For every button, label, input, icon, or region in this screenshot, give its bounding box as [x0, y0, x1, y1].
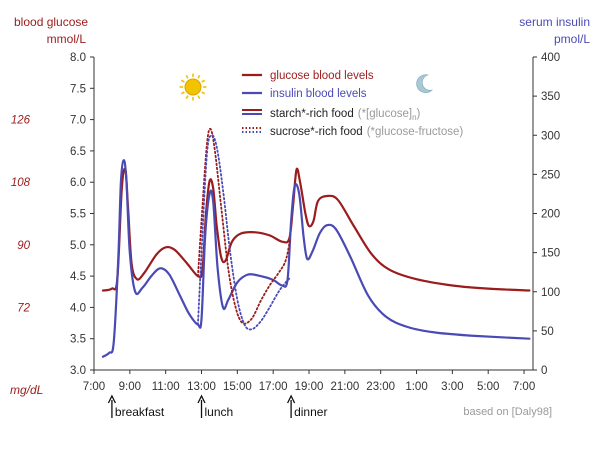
insulin-series-line [101, 159, 531, 358]
left-axis-tick-label: 7.5 [70, 83, 86, 95]
legend-label-glucose: glucose blood levels [270, 70, 374, 82]
right-axis-tick-label: 150 [541, 248, 560, 260]
right-axis-tick-label: 250 [541, 169, 560, 181]
right-axis-tick-label: 50 [541, 326, 554, 338]
legend: glucose blood levels insulin blood level… [242, 70, 463, 138]
left-axis-tick-label: 4.5 [70, 271, 86, 283]
meal-label: lunch [205, 405, 234, 419]
left-axis-tick-label: 5.5 [70, 209, 86, 221]
meal-arrow-head [287, 394, 296, 404]
sun-ray [185, 95, 189, 100]
source-note: based on [Daly98] [463, 406, 552, 418]
right-axis-tick-label: 350 [541, 91, 560, 103]
x-axis-tick-label: 1:00 [405, 381, 427, 393]
left-axis-title-line2: mmol/L [47, 32, 87, 46]
insulin-sucrose-series-line [197, 134, 292, 331]
x-axis-tick-label: 15:00 [223, 381, 252, 393]
x-axis-tick-label: 5:00 [477, 381, 499, 393]
sun-ray [197, 74, 201, 79]
moon-icon [416, 74, 433, 93]
sun-ray [201, 79, 206, 83]
x-axis-tick-label: 17:00 [259, 381, 288, 393]
right-axis-title-line1: serum insulin [519, 15, 590, 29]
left-axis-tick-label: 5.0 [70, 240, 86, 252]
right-axis-tick-label: 300 [541, 130, 560, 142]
x-axis-tick-label: 9:00 [119, 381, 141, 393]
right-axis-tick-label: 400 [541, 52, 560, 64]
x-axis-tick-label: 11:00 [152, 381, 180, 393]
x-axis-tick-label: 3:00 [441, 381, 463, 393]
legend-label-sucrose: sucrose*-rich food (*glucose-fructose) [270, 126, 463, 138]
x-axis-tick-label: 21:00 [330, 381, 359, 393]
left-axis-title-line1: blood glucose [14, 15, 88, 29]
glucose-sucrose-series-line [197, 127, 292, 325]
left-axis-tick-label: 3.0 [70, 365, 86, 377]
mg-dl-tick-label: 90 [17, 240, 30, 252]
x-axis-tick-label: 19:00 [295, 381, 324, 393]
x-axis-tick-label: 13:00 [187, 381, 216, 393]
sun-ray [180, 79, 185, 83]
legend-label-starch: starch*-rich food (*[glucose]n) [270, 108, 421, 122]
left-axis-tick-label: 3.5 [70, 334, 86, 346]
x-axis-tick-label: 7:00 [83, 381, 105, 393]
mg-dl-tick-label: 108 [11, 177, 31, 189]
left-axis-tick-label: 6.0 [70, 177, 86, 189]
sun-ray [201, 91, 206, 95]
left-axis-tick-label: 4.0 [70, 302, 86, 314]
sun-ray [180, 91, 185, 95]
right-axis-title-line2: pmol/L [554, 32, 590, 46]
right-axis-tick-label: 100 [541, 287, 560, 299]
left-axis-tick-label: 7.0 [70, 115, 86, 127]
x-axis-tick-label: 7:00 [513, 381, 535, 393]
right-axis-tick-label: 200 [541, 209, 560, 221]
left-axis-tick-label: 8.0 [70, 52, 86, 64]
meal-arrow-head [197, 394, 206, 404]
glucose-series-line [101, 167, 531, 292]
meal-label: dinner [294, 405, 327, 419]
mg-dl-tick-label: 126 [11, 115, 31, 127]
sun-ray [185, 74, 189, 79]
legend-label-insulin: insulin blood levels [270, 88, 367, 100]
sun-icon [179, 73, 207, 101]
x-axis-tick-label: 23:00 [366, 381, 395, 393]
meal-arrow-head [107, 394, 116, 404]
meal-label: breakfast [115, 405, 165, 419]
mg-dl-tick-label: 72 [17, 302, 30, 314]
right-axis-tick-label: 0 [541, 365, 547, 377]
sun-ray [197, 95, 201, 100]
mg-dl-unit-label: mg/dL [10, 383, 43, 397]
left-axis-tick-label: 6.5 [70, 146, 86, 158]
